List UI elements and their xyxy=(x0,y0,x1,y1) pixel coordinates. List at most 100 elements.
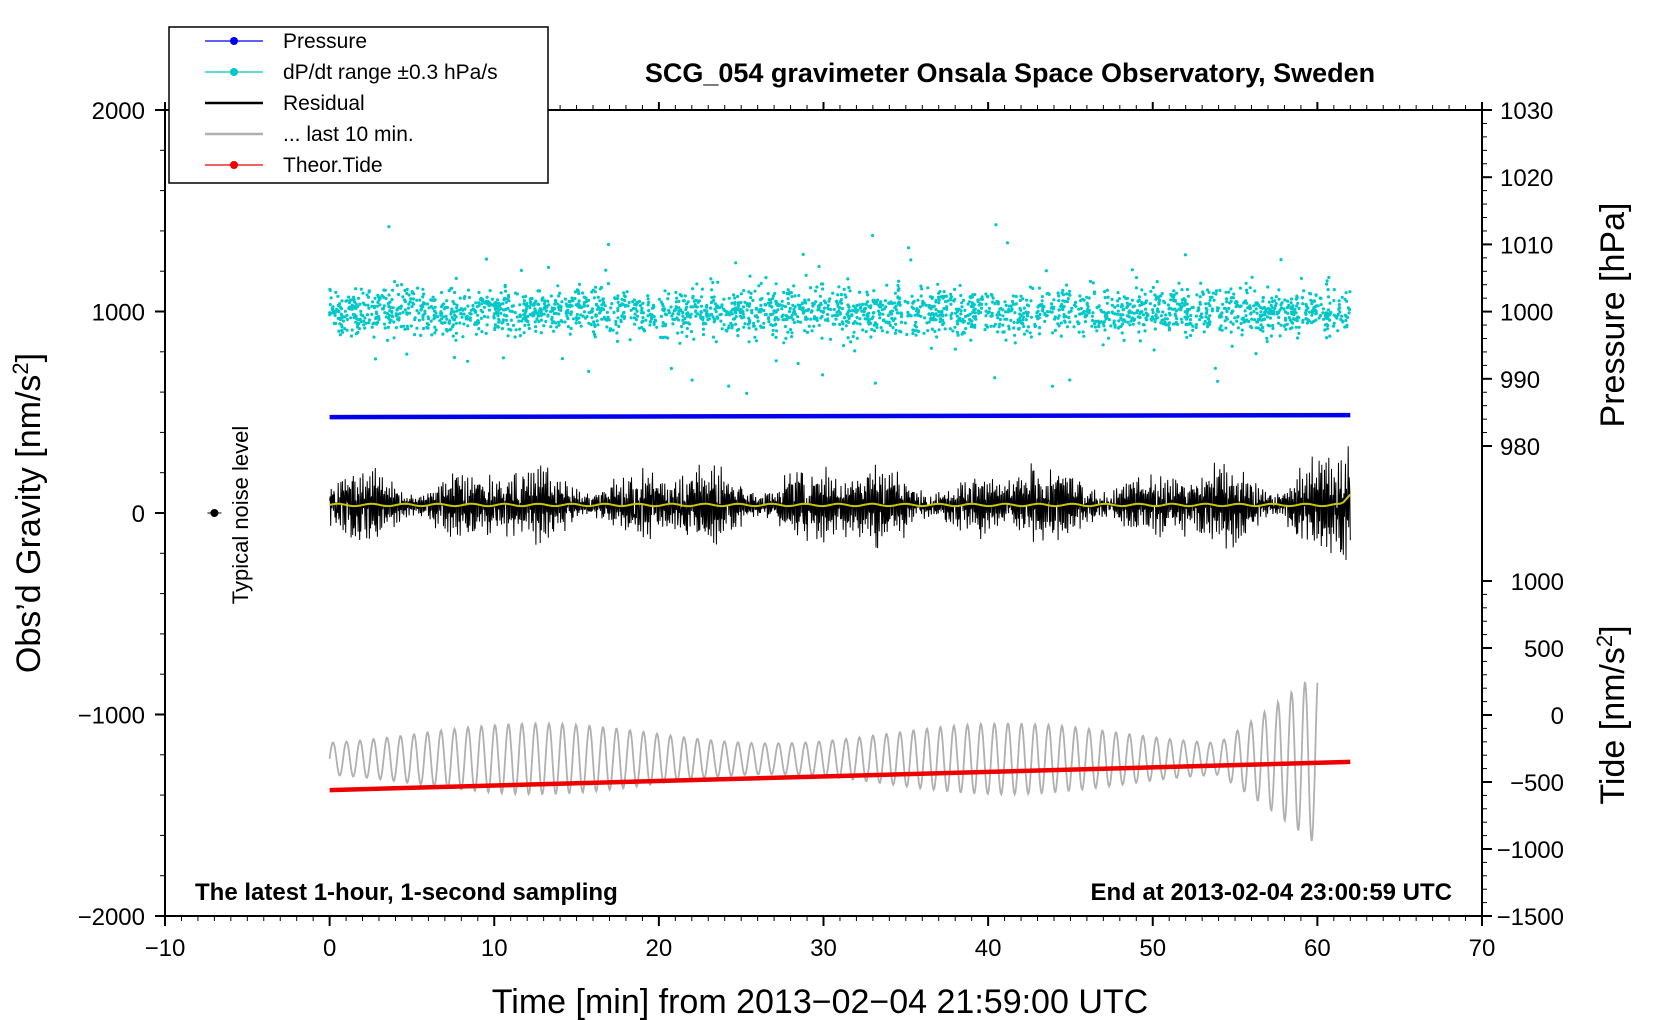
dpdt-point xyxy=(1074,300,1078,304)
dpdt-point xyxy=(1283,310,1287,314)
dpdt-point xyxy=(1026,325,1030,329)
dpdt-point xyxy=(501,318,505,322)
dpdt-point xyxy=(669,305,673,309)
dpdt-point xyxy=(363,316,367,320)
dpdt-point xyxy=(1066,297,1070,301)
dpdt-point xyxy=(1205,288,1210,292)
dpdt-point xyxy=(891,326,895,330)
dpdt-point xyxy=(1340,295,1344,299)
dpdt-point xyxy=(1052,305,1056,309)
dpdt-point xyxy=(352,295,356,299)
dpdt-point xyxy=(397,318,401,322)
dpdt-point xyxy=(1282,307,1286,311)
dpdt-point xyxy=(1005,241,1010,245)
dpdt-point xyxy=(423,312,427,316)
dpdt-point xyxy=(710,295,714,299)
dpdt-point xyxy=(1221,302,1225,306)
dpdt-point xyxy=(986,311,990,315)
dpdt-point xyxy=(1323,328,1327,332)
dpdt-point xyxy=(839,298,844,302)
dpdt-point xyxy=(1019,313,1023,317)
dpdt-point xyxy=(445,299,449,303)
dpdt-point xyxy=(1093,325,1098,329)
dpdt-point xyxy=(842,316,846,320)
x-tick-label: −10 xyxy=(145,935,186,962)
dpdt-point xyxy=(723,309,727,313)
dpdt-point xyxy=(906,310,910,314)
dpdt-point xyxy=(879,326,883,330)
dpdt-point xyxy=(487,303,491,308)
dpdt-point xyxy=(1271,326,1275,330)
dpdt-point xyxy=(1288,318,1292,322)
dpdt-point xyxy=(540,298,544,302)
dpdt-point xyxy=(1266,285,1270,289)
dpdt-point xyxy=(924,303,929,307)
dpdt-point xyxy=(347,295,351,299)
dpdt-point xyxy=(1057,299,1061,303)
dpdt-point xyxy=(701,327,706,331)
dpdt-point xyxy=(771,328,775,332)
dpdt-point xyxy=(685,334,689,338)
dpdt-point xyxy=(759,310,763,314)
right-axis-ticks: 103010201010100099098010005000−500−1000−… xyxy=(1482,98,1564,931)
dpdt-point xyxy=(499,311,503,315)
dpdt-point xyxy=(627,300,631,305)
dpdt-point xyxy=(559,306,563,310)
dpdt-point xyxy=(747,290,751,294)
dpdt-point xyxy=(659,314,664,318)
dpdt-point xyxy=(851,334,855,339)
dpdt-point xyxy=(1157,302,1161,306)
dpdt-point xyxy=(1119,316,1123,320)
dpdt-point xyxy=(1006,310,1010,314)
dpdt-point xyxy=(798,303,802,308)
dpdt-point xyxy=(354,287,358,291)
dpdt-point xyxy=(759,303,763,307)
dpdt-point xyxy=(1304,312,1308,316)
dpdt-point xyxy=(593,324,597,329)
dpdt-point xyxy=(1040,295,1044,299)
dpdt-point xyxy=(706,318,710,322)
dpdt-point xyxy=(821,373,825,377)
dpdt-point xyxy=(1197,308,1201,312)
dpdt-point xyxy=(897,287,901,291)
dpdt-point xyxy=(1277,288,1281,292)
dpdt-point xyxy=(864,302,868,306)
dpdt-point xyxy=(736,301,741,305)
dpdt-point xyxy=(1164,313,1168,317)
dpdt-point xyxy=(1183,310,1187,314)
dpdt-point xyxy=(596,295,600,299)
dpdt-point xyxy=(1160,291,1164,296)
dpdt-point xyxy=(761,325,766,330)
dpdt-point xyxy=(449,312,453,316)
dpdt-point xyxy=(518,327,522,331)
dpdt-point xyxy=(468,316,472,320)
dpdt-point xyxy=(1312,319,1316,323)
dpdt-point xyxy=(878,302,882,306)
dpdt-point xyxy=(955,314,959,318)
dpdt-point xyxy=(1319,303,1323,307)
dpdt-point xyxy=(1321,307,1325,311)
dpdt-point xyxy=(1343,325,1347,329)
dpdt-point xyxy=(942,290,946,294)
dpdt-point xyxy=(1244,299,1248,303)
dpdt-point xyxy=(363,326,367,330)
dpdt-point xyxy=(1070,306,1074,310)
dpdt-point xyxy=(451,299,455,304)
dpdt-point xyxy=(780,307,784,311)
dpdt-point xyxy=(968,312,972,316)
dpdt-point xyxy=(482,305,486,309)
dpdt-point xyxy=(367,321,371,325)
dpdt-point xyxy=(815,285,819,289)
dpdt-point xyxy=(501,356,505,360)
dpdt-point xyxy=(1155,309,1159,313)
dpdt-point xyxy=(539,312,544,316)
dpdt-point xyxy=(612,310,616,315)
dpdt-point xyxy=(953,325,957,329)
dpdt-point xyxy=(502,298,506,302)
dpdt-point xyxy=(839,293,844,297)
dpdt-point xyxy=(405,291,409,295)
dpdt-point xyxy=(566,317,570,321)
dpdt-point xyxy=(786,288,790,292)
dpdt-point xyxy=(1041,307,1045,311)
dpdt-point xyxy=(865,300,870,304)
